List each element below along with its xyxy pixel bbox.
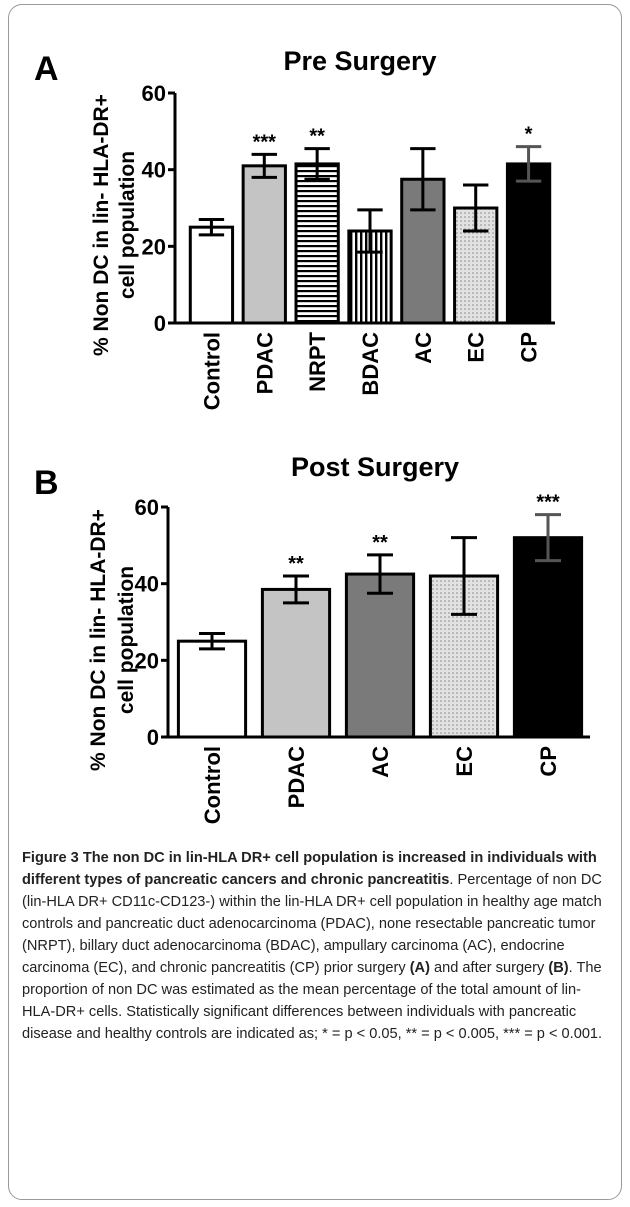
y-tick-label: 20 (142, 234, 166, 259)
error-bar (535, 513, 561, 563)
caption-text: (A) (409, 960, 430, 976)
error-bar (367, 553, 393, 595)
error-bar (304, 147, 330, 181)
x-tick-label: CP (536, 746, 561, 777)
x-tick-label: Control (199, 332, 224, 410)
y-axis-label: cell population (116, 151, 139, 299)
x-tick-label: AC (368, 746, 393, 778)
figure-frame (8, 4, 622, 1200)
bar (176, 639, 248, 739)
y-axis-label: cell population (115, 566, 138, 714)
caption: Figure 3 The non DC in lin-HLA DR+ cell … (22, 847, 614, 1045)
error-bar (199, 632, 225, 651)
figure: A Pre Surgery% Non DC in lin- HLA-DR+ cell… (34, 46, 590, 824)
y-tick-label: 40 (142, 158, 166, 183)
y-tick-label: 0 (154, 311, 166, 336)
error-bar (515, 145, 542, 183)
bar (260, 587, 332, 739)
significance-label: *** (253, 131, 277, 153)
y-axis-label: % Non DC in lin- HLA-DR+ (90, 94, 113, 356)
x-tick-label: BDAC (358, 332, 383, 396)
panel-label: A (34, 50, 59, 88)
error-bar (283, 574, 309, 605)
y-tick-label: 0 (147, 725, 159, 750)
x-tick-label: Control (200, 746, 225, 824)
error-bar (451, 536, 477, 616)
y-axis-label: % Non DC in lin- HLA-DR+ (87, 509, 110, 771)
chart-title: Pre Surgery (283, 46, 436, 76)
x-tick-label: CP (517, 332, 542, 363)
error-bar (357, 208, 383, 254)
error-bar (198, 218, 225, 237)
caption-text: . Percentage of non DC (lin-HLA DR+ CD11… (22, 872, 602, 976)
bar (241, 164, 287, 325)
x-tick-label: EC (452, 746, 477, 777)
x-tick-label: NRPT (305, 331, 330, 391)
bar (505, 162, 552, 325)
bar (294, 162, 340, 325)
error-bar (251, 152, 277, 179)
y-tick-label: 40 (135, 572, 159, 597)
caption-text: . The proportion of non DC was estimated… (22, 960, 603, 1042)
significance-label: ** (309, 126, 325, 148)
caption-text: and after surgery (429, 960, 549, 976)
chart-title: Post Surgery (291, 452, 459, 482)
caption-title: Figure 3 The non DC in lin-HLA DR+ cell … (22, 850, 597, 888)
x-tick-label: EC (464, 332, 489, 363)
bar (344, 572, 416, 739)
panel-label: B (34, 464, 59, 502)
significance-label: ** (288, 553, 304, 575)
significance-label: ** (372, 532, 388, 554)
caption-text: (B) (548, 960, 569, 976)
y-tick-label: 60 (135, 495, 159, 520)
significance-label: * (525, 124, 533, 146)
y-tick-label: 20 (135, 648, 159, 673)
x-tick-label: PDAC (252, 332, 277, 394)
x-tick-label: AC (411, 332, 436, 364)
significance-label: *** (536, 492, 560, 514)
error-bar (410, 147, 436, 212)
bar (188, 225, 235, 325)
bar (512, 536, 584, 739)
y-tick-label: 60 (142, 81, 166, 106)
x-tick-label: PDAC (284, 746, 309, 808)
error-bar (463, 183, 489, 233)
